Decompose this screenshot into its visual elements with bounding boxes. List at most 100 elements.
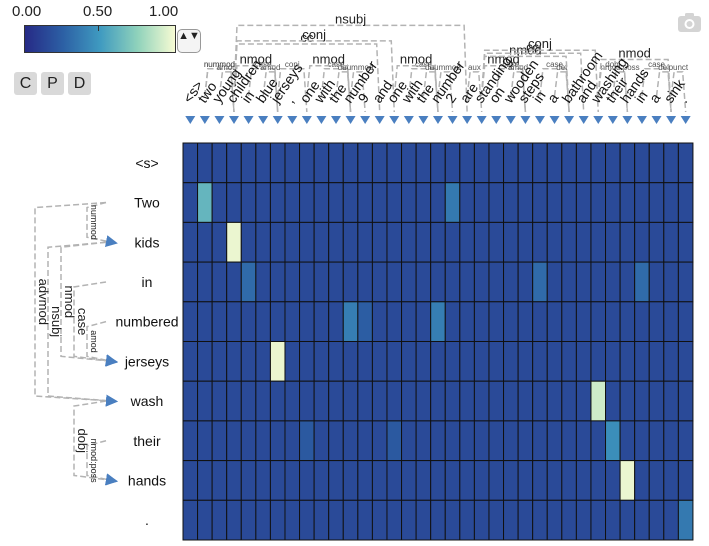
top-dependency-arc: [641, 68, 672, 113]
heatmap-cell: [575, 261, 592, 303]
left-token: <s>: [135, 155, 158, 171]
heatmap-cell: [182, 182, 199, 223]
heatmap-cell: [182, 301, 199, 342]
left-token: numbered: [115, 314, 178, 330]
heatmap-cell: [182, 142, 199, 184]
p-button[interactable]: P: [41, 72, 64, 95]
heatmap-cell: [182, 380, 199, 422]
top-arc-label: amod: [508, 63, 528, 72]
heatmap-cell: [240, 499, 257, 541]
heatmap-cell: [197, 221, 213, 263]
top-token: on: [486, 84, 508, 106]
heatmap-cell: [211, 182, 228, 223]
heatmap-cell: [401, 221, 417, 263]
heatmap-cell: [255, 221, 271, 263]
heatmap-cell: [648, 341, 665, 382]
heatmap-cell: [415, 420, 432, 462]
heatmap-cell: [415, 142, 432, 184]
heatmap-cell: [503, 499, 519, 541]
heatmap-cell: [459, 499, 475, 541]
top-token-arrow: [403, 116, 414, 124]
heatmap-cell: [430, 499, 446, 541]
heatmap-cell: [517, 380, 534, 422]
heatmap-cell: [605, 460, 621, 501]
top-dependency-arc: [480, 52, 585, 113]
top-token-arrow: [505, 116, 516, 124]
scale-stepper[interactable]: ▲▼: [177, 29, 201, 53]
heatmap-cell: [255, 420, 271, 462]
heatmap-cell: [430, 142, 446, 184]
d-button[interactable]: D: [68, 72, 91, 95]
top-arc-label: conj: [528, 36, 552, 51]
heatmap-cell: [648, 221, 665, 263]
left-arc-label: dobj: [75, 428, 90, 453]
top-dependency-arc: [320, 68, 352, 113]
c-button[interactable]: C: [14, 72, 37, 95]
left-dependency-arc: [73, 281, 118, 367]
top-dependency-arc: [510, 71, 527, 113]
camera-icon[interactable]: [677, 11, 702, 33]
heatmap-cell: [532, 142, 548, 184]
heatmap-cell: [619, 420, 636, 462]
heatmap-cell: [473, 221, 490, 263]
top-dependency-arc: [204, 68, 235, 113]
heatmap-cell: [328, 460, 344, 501]
heatmap-cell: [371, 460, 388, 501]
heatmap-cell: [677, 261, 694, 303]
heatmap-cell: [532, 221, 548, 263]
heatmap-cell: [619, 460, 636, 501]
heatmap-cell: [532, 301, 548, 342]
top-token-arrow: [680, 116, 691, 124]
heatmap-cell: [473, 420, 490, 462]
top-arc-label: conj: [285, 60, 300, 69]
heatmap-cell: [211, 380, 228, 422]
top-token: and: [573, 77, 600, 105]
heatmap-cell: [444, 380, 461, 422]
top-dependency-arc: [553, 71, 570, 113]
heatmap-cell: [575, 380, 592, 422]
left-tokens: <s> Two kids in numbered jerseys wash their hand…: [115, 155, 178, 528]
heatmap-cell: [546, 420, 563, 462]
heatmap-cell: [444, 182, 461, 223]
heatmap-cell: [284, 499, 301, 541]
heatmap-cell: [255, 182, 271, 223]
heatmap-cell: [546, 460, 563, 501]
heatmap-cell: [371, 142, 388, 184]
heatmap-cell: [357, 301, 373, 342]
heatmap-cell: [357, 341, 373, 382]
heatmap-cell: [371, 182, 388, 223]
top-dependency-arc: [597, 58, 672, 113]
top-token-arrow: [564, 116, 575, 124]
top-token: two: [194, 79, 220, 106]
heatmap-cell: [357, 221, 373, 263]
heatmap-cell: [255, 261, 271, 303]
left-arc-label: nummod: [89, 205, 99, 240]
top-token-arrow: [389, 116, 400, 124]
top-dependency-arc: [655, 71, 672, 113]
heatmap-cell: [619, 301, 636, 342]
heatmap-cell: [488, 460, 505, 501]
top-arc-label: nummod: [204, 60, 235, 69]
heatmap-cell: [561, 142, 577, 184]
top-token: their: [602, 74, 631, 106]
heatmap-cell: [517, 142, 534, 184]
heatmap-cell: [415, 221, 432, 263]
heatmap-cell: [488, 380, 505, 422]
heatmap-cell: [444, 341, 461, 382]
heatmap-cell: [182, 499, 199, 541]
heatmap-cell: [255, 499, 271, 541]
top-token: in: [529, 88, 548, 106]
top-token-arrow: [360, 116, 371, 124]
heatmap-cell: [342, 420, 359, 462]
heatmap-cell: [663, 182, 679, 223]
heatmap-cell: [284, 341, 301, 382]
heatmap-cell: [459, 380, 475, 422]
left-arc-label: amod: [89, 330, 99, 353]
top-token: <s>: [180, 77, 207, 105]
top-dependency-arc: [233, 40, 396, 113]
top-token-arrow: [432, 116, 443, 124]
heatmap-cell: [634, 420, 650, 462]
top-token-arrow: [476, 116, 487, 124]
heatmap-cell: [415, 460, 432, 501]
